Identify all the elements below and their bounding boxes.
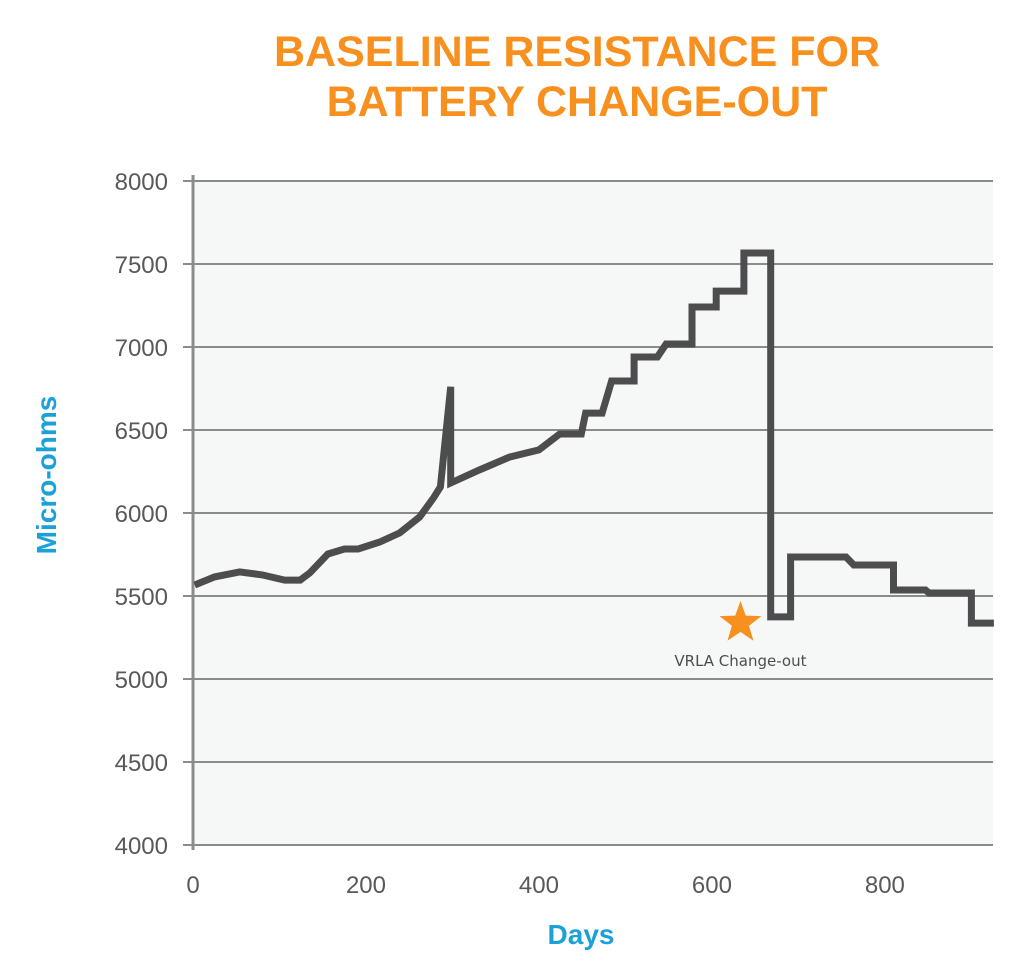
y-tick-label: 5000 (115, 667, 168, 694)
y-tick-label: 7000 (115, 335, 168, 362)
y-tick-label: 7500 (115, 252, 168, 279)
x-tick-label: 800 (865, 872, 905, 899)
x-axis-label: Days (548, 919, 615, 950)
y-tick-labels: 4000 4500 5000 5500 6000 6500 7000 7500 8000 (115, 169, 168, 860)
annotation-vrla-change-out: VRLA Change-out (674, 652, 806, 670)
x-tick-label: 0 (186, 872, 199, 899)
y-tick-label: 6000 (115, 501, 168, 528)
x-tick-label: 400 (519, 872, 559, 899)
y-tick-label: 4000 (115, 833, 168, 860)
vrla-change-out-star-marker (719, 600, 762, 641)
y-tick-label: 4500 (115, 750, 168, 777)
x-tick-label: 600 (692, 872, 732, 899)
y-tick-label: 6500 (115, 418, 168, 445)
y-tick-label: 8000 (115, 169, 168, 196)
y-tick-label: 5500 (115, 584, 168, 611)
chart-title-line-2: BATTERY CHANGE-OUT (327, 78, 828, 126)
x-tick-labels: 0 200 400 600 800 (186, 872, 905, 899)
gridlines (183, 180, 993, 846)
y-axis-label: Micro-ohms (31, 396, 62, 555)
x-tick-label: 200 (346, 872, 386, 899)
series-line-resistance (193, 249, 994, 627)
chart-title-line-1: BASELINE RESISTANCE FOR (274, 28, 880, 76)
